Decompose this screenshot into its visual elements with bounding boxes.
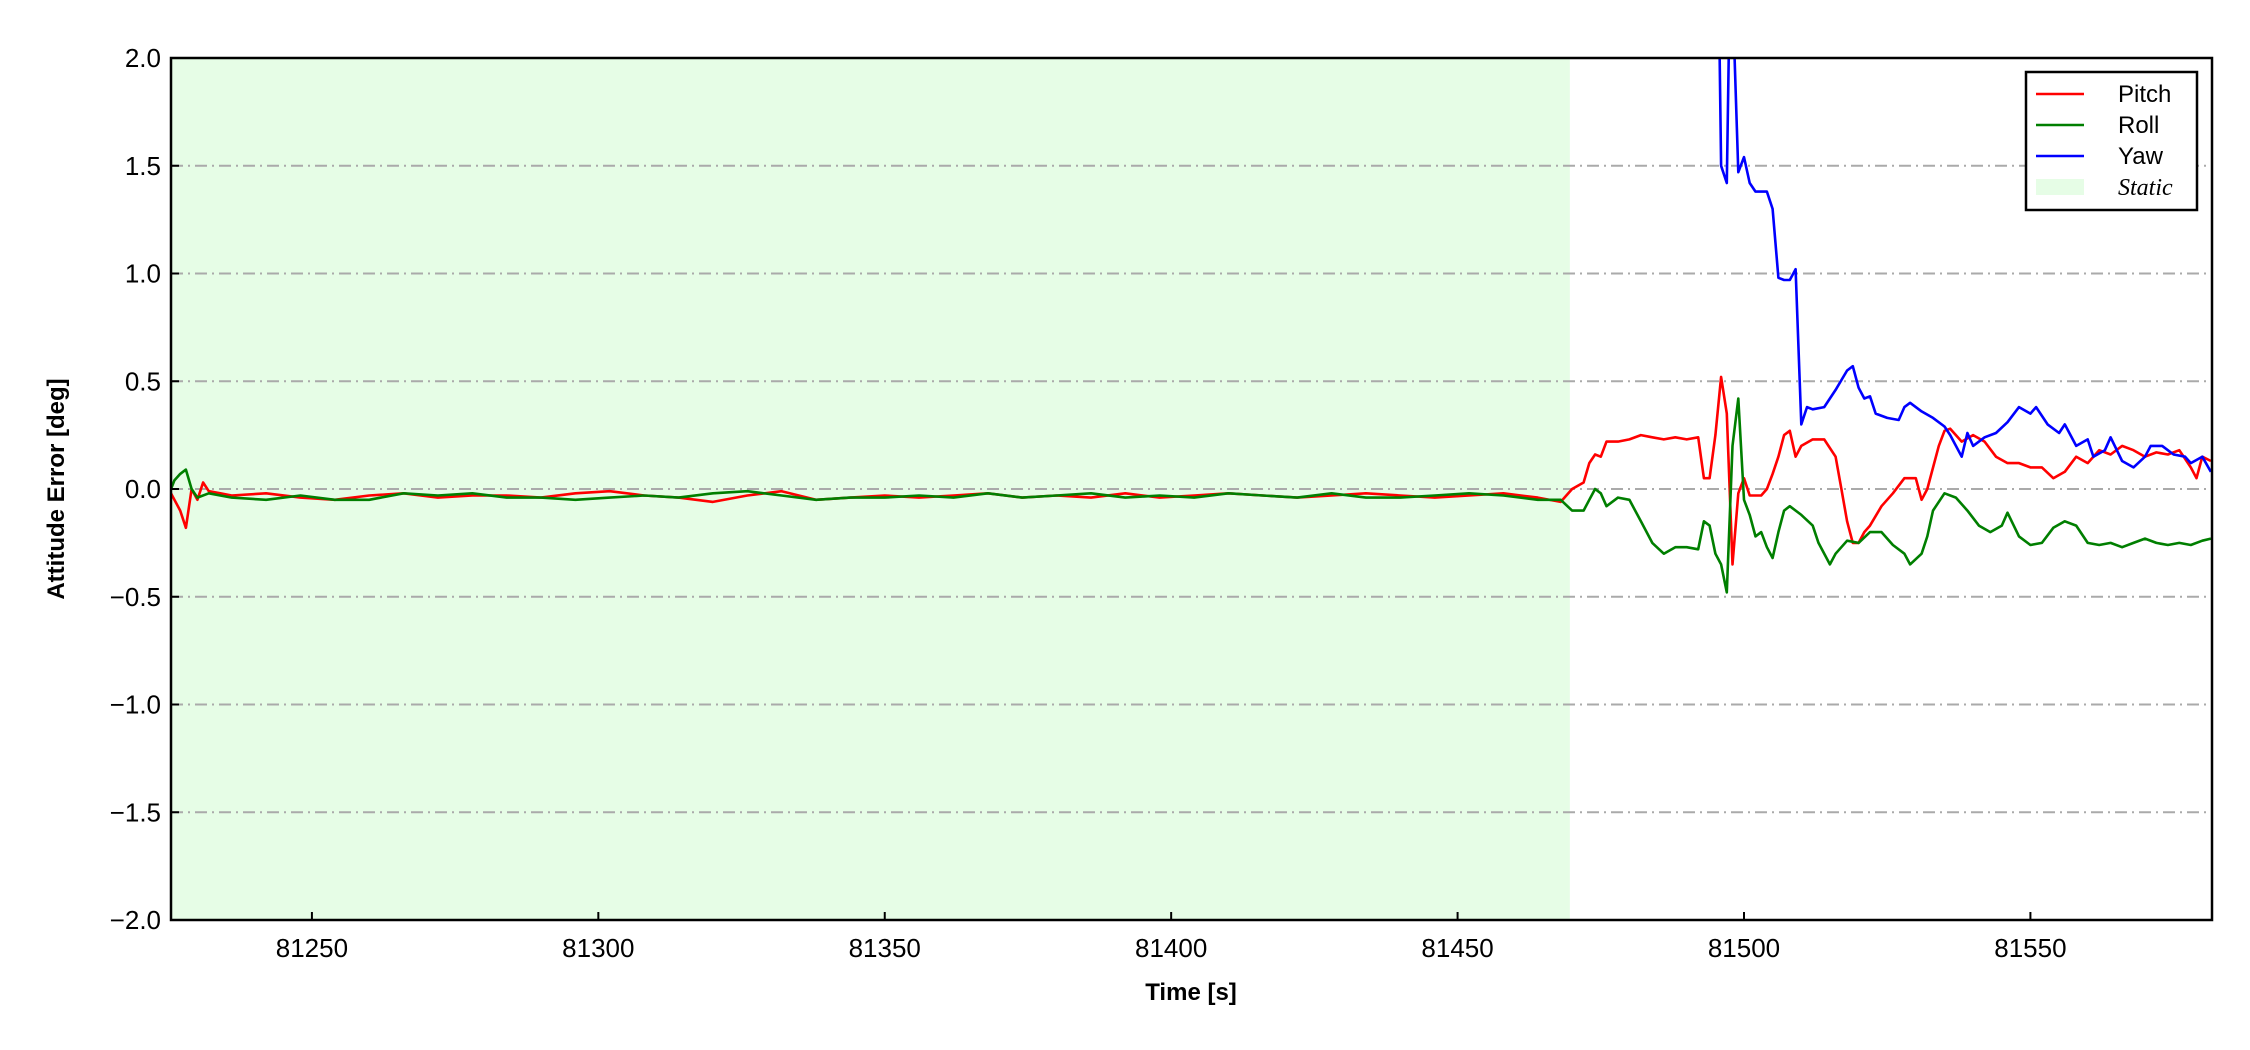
line-series	[171, 397, 2212, 594]
legend-label: Yaw	[2118, 143, 2164, 170]
y-tick-label: 1.5	[125, 151, 161, 181]
x-tick-label: 81450	[1421, 933, 1493, 963]
y-tick-label: 0.0	[125, 474, 161, 504]
y-tick-label: −1.0	[110, 690, 161, 720]
y-tick-label: 2.0	[125, 43, 161, 73]
y-tick-label: −1.5	[110, 797, 161, 827]
y-tick-label: −2.0	[110, 905, 161, 935]
x-axis-label: Time [s]	[1145, 979, 1237, 1006]
legend: Pitch Roll Yaw Static	[2024, 70, 2199, 212]
y-tick-label: −0.5	[110, 582, 161, 612]
x-tick-label: 81250	[276, 933, 348, 963]
x-tick-label: 81350	[849, 933, 921, 963]
legend-label: Pitch	[2118, 81, 2171, 108]
legend-label: Roll	[2118, 112, 2159, 139]
y-axis-label: Attitude Error [deg]	[43, 378, 70, 599]
legend-label: Static	[2118, 175, 2173, 201]
x-tick-label: 81550	[1994, 933, 2066, 963]
y-tick-label: 1.0	[125, 259, 161, 289]
x-tick-label: 81400	[1135, 933, 1207, 963]
x-tick-label: 81500	[1708, 933, 1780, 963]
plot-area	[171, 57, 2212, 921]
legend-swatch	[2036, 179, 2084, 195]
x-tick-label: 81300	[562, 933, 634, 963]
line-series	[1718, 58, 2212, 473]
plot-lines	[171, 58, 2212, 594]
axes: −2.0 −1.5 −1.0 −0.5 0.0 0.5 1.0 1.5 2.0 81250 8130…	[110, 43, 2067, 963]
y-tick-label: 0.5	[125, 366, 161, 396]
